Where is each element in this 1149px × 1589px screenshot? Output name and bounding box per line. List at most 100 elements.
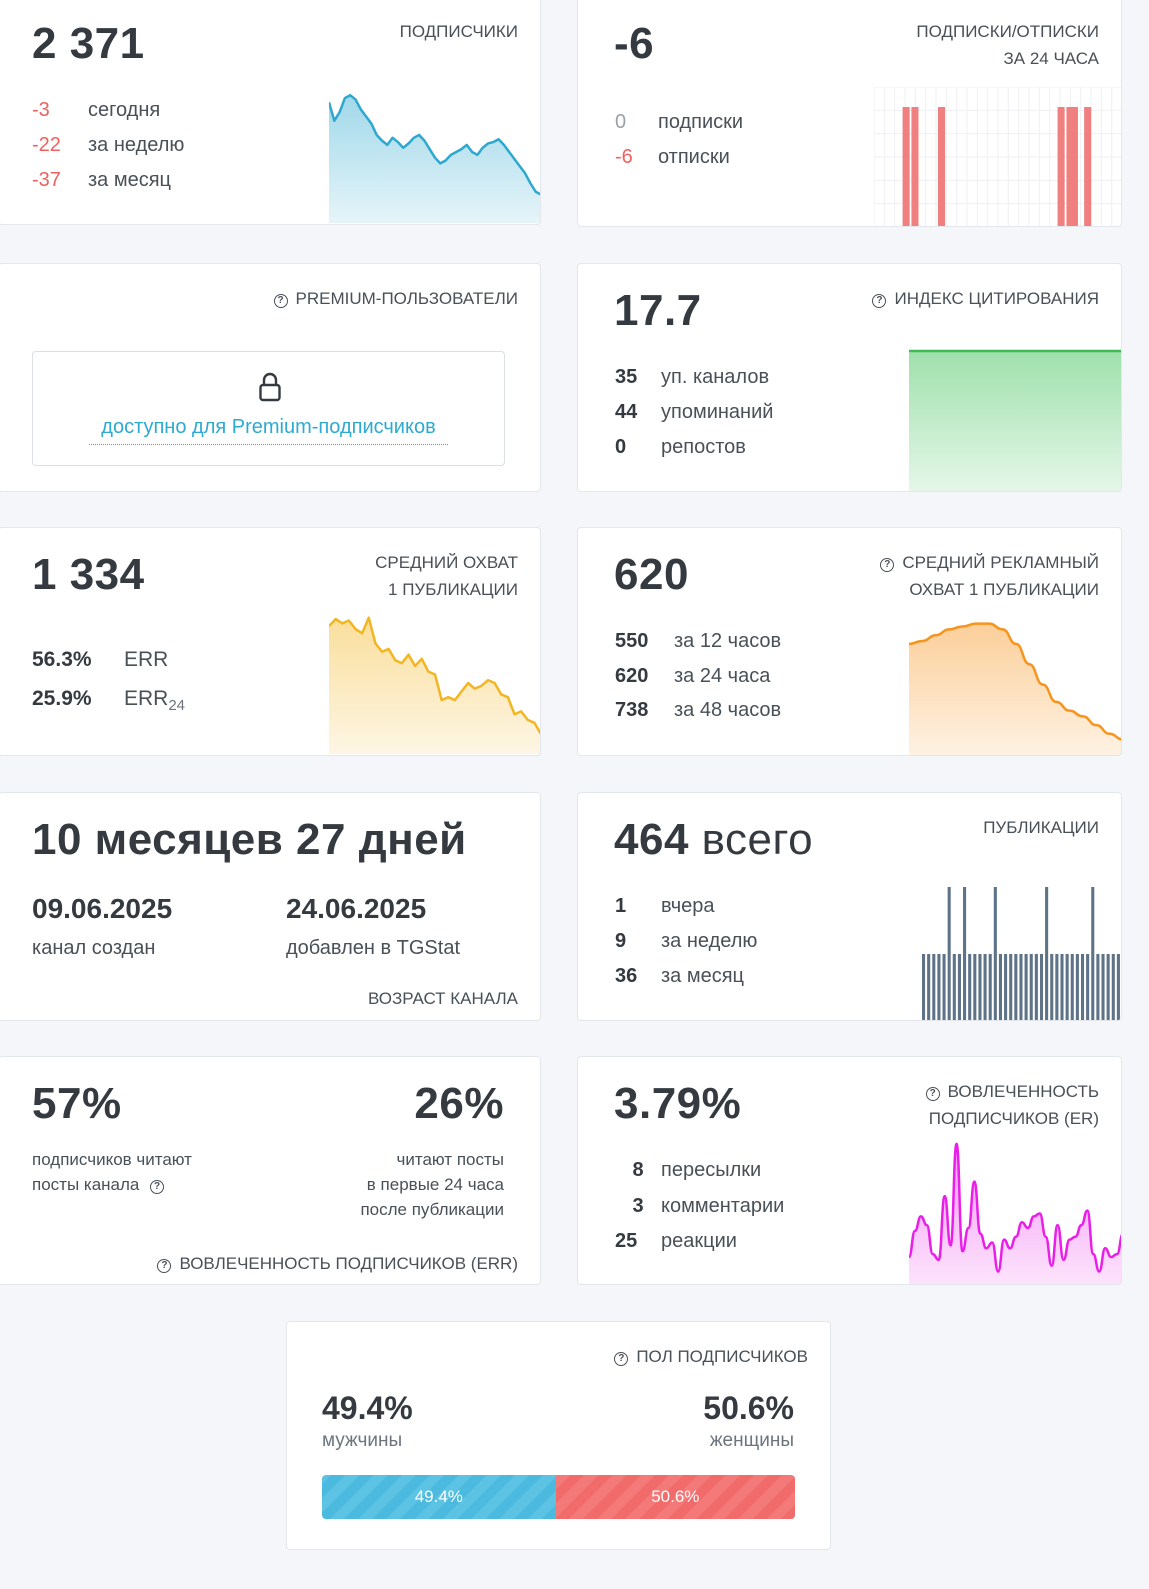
posts-yesterday: 1 вчера (615, 891, 715, 921)
help-icon[interactable]: ? (614, 1352, 629, 1366)
post-bar (952, 954, 956, 1020)
citation-index: 17.7 (614, 286, 702, 335)
unsubscribe-bar (1066, 107, 1074, 226)
stat-label: отписки (658, 146, 730, 168)
post-bar (1116, 954, 1120, 1020)
post-bar (1014, 954, 1018, 1020)
post-bar (1070, 954, 1074, 1020)
text-part: посты канала (32, 1175, 140, 1194)
help-icon[interactable]: ? (880, 558, 895, 572)
stat-value: 0 (615, 436, 627, 458)
ad-reach-area (909, 623, 1121, 755)
unsubscribe-bar (938, 107, 946, 226)
stat-label: за неделю (661, 930, 758, 952)
ad-reach-12h: 550 за 12 часов (615, 626, 781, 656)
post-bar (1029, 954, 1033, 1020)
female-bar-segment: 50.6% (555, 1475, 795, 1519)
post-bar (1080, 954, 1085, 1020)
citation-label: ? ИНДЕКС ЦИТИРОВАНИЯ (872, 285, 1099, 312)
age-label: ВОЗРАСТ КАНАЛА (368, 989, 518, 1008)
stat-label: за месяц (88, 169, 172, 191)
stat-label: реакции (661, 1230, 737, 1252)
stat-value: 1 (615, 895, 627, 917)
unsubscribe-bar (1057, 107, 1065, 226)
premium-link[interactable]: доступно для Premium-подписчиков (101, 416, 436, 438)
stat-value: 0 (615, 111, 627, 133)
text-line: после публикации (360, 1200, 504, 1219)
post-bar (998, 954, 1002, 1020)
link-underline (89, 444, 448, 445)
age-card: 10 месяцев 27 дней 09.06.2025 канал созд… (0, 792, 541, 1021)
unsubscribe-bar (902, 107, 910, 226)
citation-chart (909, 349, 1121, 491)
bar-text: 50.6% (651, 1487, 700, 1506)
stat-label: сегодня (88, 99, 161, 121)
help-icon[interactable]: ? (157, 1259, 172, 1273)
help-icon[interactable]: ? (273, 294, 288, 308)
stat-label: за месяц (661, 965, 745, 987)
post-bar (988, 954, 992, 1020)
female-value: 50.6% (703, 1390, 794, 1426)
subscribers-sparkline (329, 93, 540, 223)
citation-reposts: 0 репостов (615, 432, 746, 462)
er-sparkline (909, 1142, 1121, 1284)
premium-card: ? PREMIUM-ПОЛЬЗОВАТЕЛИ доступно для Premi… (0, 263, 541, 492)
stat-label: вчера (661, 895, 715, 917)
stat-label: за 48 часов (674, 699, 782, 721)
ad-reach-value: 620 (614, 550, 689, 599)
stat-value: 620 (615, 665, 649, 687)
stat-subscript: 24 (168, 697, 186, 715)
post-bar (1065, 954, 1069, 1020)
er-reactions: 25 реакции (615, 1226, 737, 1256)
label-text: ВОВЛЕЧЕННОСТЬ (947, 1082, 1099, 1101)
help-icon[interactable]: ? (925, 1087, 940, 1101)
subscribers-today: -3 сегодня (32, 95, 160, 125)
gender-label: ? ПОЛ ПОДПИСЧИКОВ (614, 1343, 808, 1370)
stat-value: 25 (615, 1230, 638, 1252)
unsubscribe-bar (911, 107, 919, 226)
ad-reach-24h: 620 за 24 часа (615, 661, 770, 691)
label-line: ПОДПИСКИ/ОТПИСКИ (916, 22, 1099, 41)
stat-label: подписки (658, 111, 744, 133)
ad-reach-label: ? СРЕДНИЙ РЕКЛАМНЫЙ ОХВАТ 1 ПУБЛИКАЦИИ (880, 549, 1099, 603)
err-right-text: читают посты в первые 24 часа после публ… (360, 1147, 504, 1222)
stat-label: пересылки (661, 1159, 762, 1181)
unsubscribe-bar (1070, 107, 1078, 226)
stat-value: 36 (615, 965, 638, 987)
created-date: 09.06.2025 (32, 893, 173, 924)
er-value: 3.79% (614, 1079, 742, 1128)
post-bar (957, 954, 961, 1020)
subs-24h-joined: 0 подписки (615, 107, 743, 137)
post-bar (922, 954, 926, 1020)
post-bar (1055, 954, 1059, 1020)
post-bar (1086, 954, 1090, 1020)
bar-text: 49.4% (414, 1487, 463, 1506)
err-left-text: подписчиков читают посты канала ? (32, 1147, 192, 1197)
post-bar (942, 954, 946, 1020)
er-line (909, 1142, 1121, 1273)
stat-label: упоминаний (661, 401, 774, 423)
help-icon[interactable]: ? (150, 1180, 165, 1194)
label-line: ? СРЕДНИЙ РЕКЛАМНЫЙ (880, 549, 1099, 576)
err-left-value: 57% (32, 1079, 122, 1128)
stat-value: 550 (615, 630, 649, 652)
text-line: читают посты (396, 1150, 504, 1169)
post-bar (1096, 954, 1100, 1020)
premium-lock-box[interactable]: доступно для Premium-подписчиков (32, 351, 505, 466)
er-forwards: 8 пересылки (615, 1155, 761, 1185)
lock-icon (259, 372, 281, 402)
post-bar (1009, 954, 1013, 1020)
post-bar (1075, 954, 1079, 1020)
err-label: ? ВОВЛЕЧЕННОСТЬ ПОДПИСЧИКОВ (ERR) (157, 1250, 518, 1277)
created-label: канал создан (32, 937, 156, 959)
subs-24h-label: ПОДПИСКИ/ОТПИСКИ ЗА 24 ЧАСА (916, 18, 1099, 72)
post-bar (1024, 954, 1028, 1020)
ad-reach-48h: 738 за 48 часов (615, 695, 781, 725)
label-line: 1 ПУБЛИКАЦИИ (388, 580, 518, 599)
help-icon[interactable]: ? (872, 294, 887, 308)
post-bar (1101, 954, 1105, 1020)
reach-value: 1 334 (32, 550, 145, 599)
subscribers-card: 2 371 ПОДПИСЧИКИ -3 сегодня -22 за неделю … (0, 0, 541, 225)
stat-label: за 12 часов (674, 630, 782, 652)
